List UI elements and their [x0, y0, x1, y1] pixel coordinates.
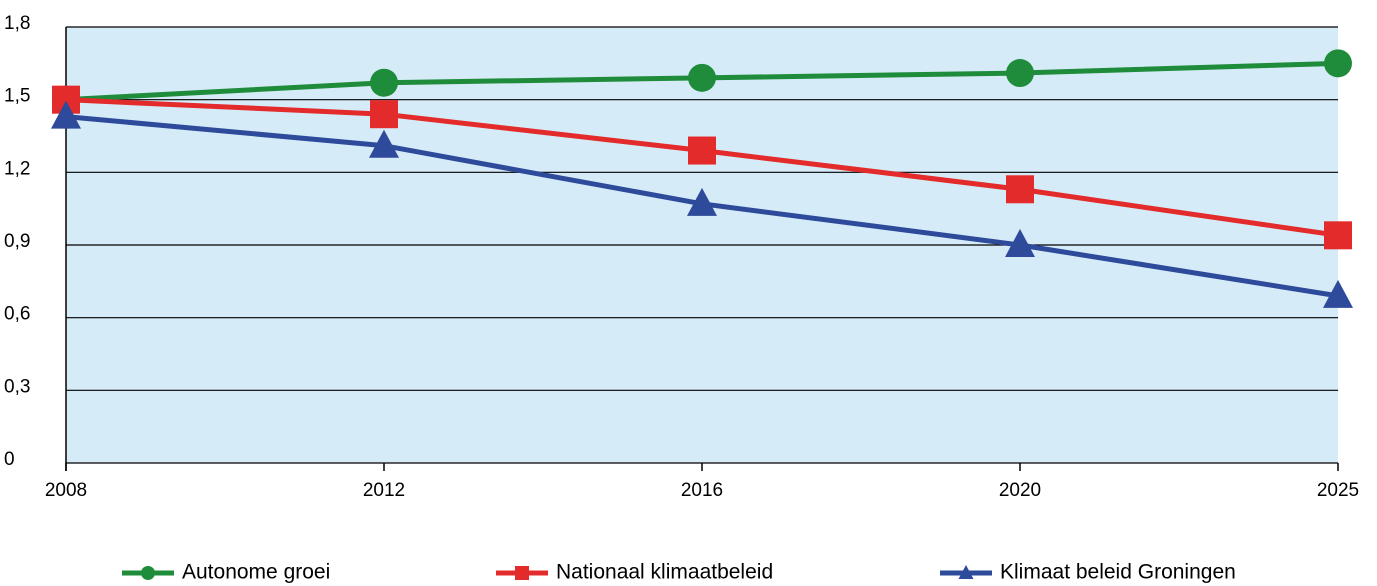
x-tick-label: 2012: [363, 480, 405, 501]
legend-label: Klimaat beleid Groningen: [1000, 561, 1236, 584]
data-point: [370, 68, 398, 97]
legend-label: Autonome groei: [182, 561, 330, 584]
legend-marker: [515, 566, 529, 580]
x-tick-label: 2020: [999, 480, 1041, 501]
data-point: [369, 129, 399, 158]
data-point: [1006, 59, 1034, 88]
y-tick-label: 0: [4, 449, 15, 470]
x-tick-label: 2025: [1317, 480, 1359, 501]
legend-label: Nationaal klimaatbeleid: [556, 561, 773, 584]
y-tick-label: 1,8: [4, 13, 30, 34]
y-tick-label: 1,5: [4, 86, 30, 107]
y-tick-label: 1,2: [4, 158, 30, 179]
data-point: [1006, 175, 1034, 204]
data-point: [688, 136, 716, 165]
y-tick-label: 0,9: [4, 231, 30, 252]
legend-marker: [958, 565, 974, 579]
data-point: [687, 187, 717, 216]
data-point: [688, 63, 716, 92]
data-point: [51, 100, 81, 129]
x-tick-label: 2016: [681, 480, 723, 501]
y-tick-label: 0,3: [4, 376, 30, 397]
x-tick-label: 2008: [45, 480, 87, 501]
legend-marker: [141, 566, 155, 580]
data-point: [1005, 229, 1035, 257]
data-point: [370, 100, 398, 129]
data-point: [1324, 49, 1352, 78]
data-point: [1324, 221, 1352, 250]
y-tick-label: 0,6: [4, 304, 30, 325]
data-point: [1323, 279, 1353, 308]
